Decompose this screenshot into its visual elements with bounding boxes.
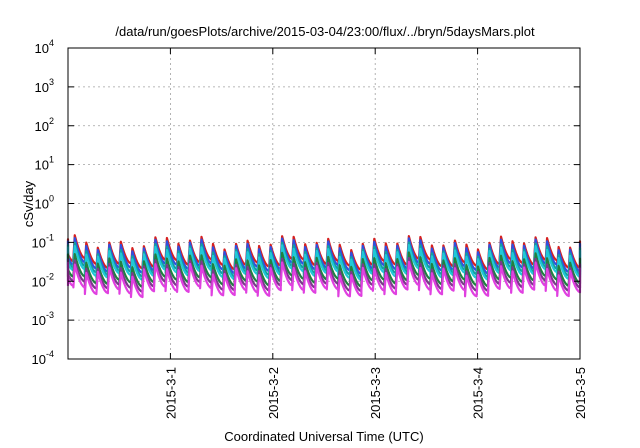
y-tick-label: 100 — [35, 194, 54, 212]
x-axis: 2015-3-1 2015-3-2 2015-3-3 2015-3-4 2015-3-5 — [163, 48, 588, 419]
y-tick-label: 10-2 — [32, 271, 54, 289]
y-axis-label: cSv/day — [21, 180, 36, 227]
y-tick-label: 10-1 — [32, 232, 54, 250]
x-tick-label: 2015-3-1 — [163, 367, 178, 419]
x-tick-label: 2015-3-3 — [368, 367, 383, 419]
y-tick-label: 103 — [35, 77, 54, 95]
y-tick-label: 101 — [35, 155, 54, 173]
y-tick-label: 10-4 — [32, 349, 54, 367]
grid-layer — [68, 48, 580, 359]
chart-title: /data/run/goesPlots/archive/2015-03-04/2… — [115, 24, 535, 39]
x-tick-label: 2015-3-2 — [266, 367, 281, 419]
x-axis-label: Coordinated Universal Time (UTC) — [224, 429, 423, 444]
x-tick-label: 2015-3-4 — [471, 367, 486, 419]
y-axis: 10-4 10-3 10-2 10-1 100 101 102 103 104 — [32, 38, 580, 367]
y-tick-label: 104 — [35, 38, 54, 56]
y-tick-label: 10-3 — [32, 310, 54, 328]
series-line-7 — [66, 260, 582, 299]
series-layer — [66, 234, 582, 299]
y-tick-label: 102 — [35, 116, 54, 134]
x-tick-label: 2015-3-5 — [573, 367, 588, 419]
